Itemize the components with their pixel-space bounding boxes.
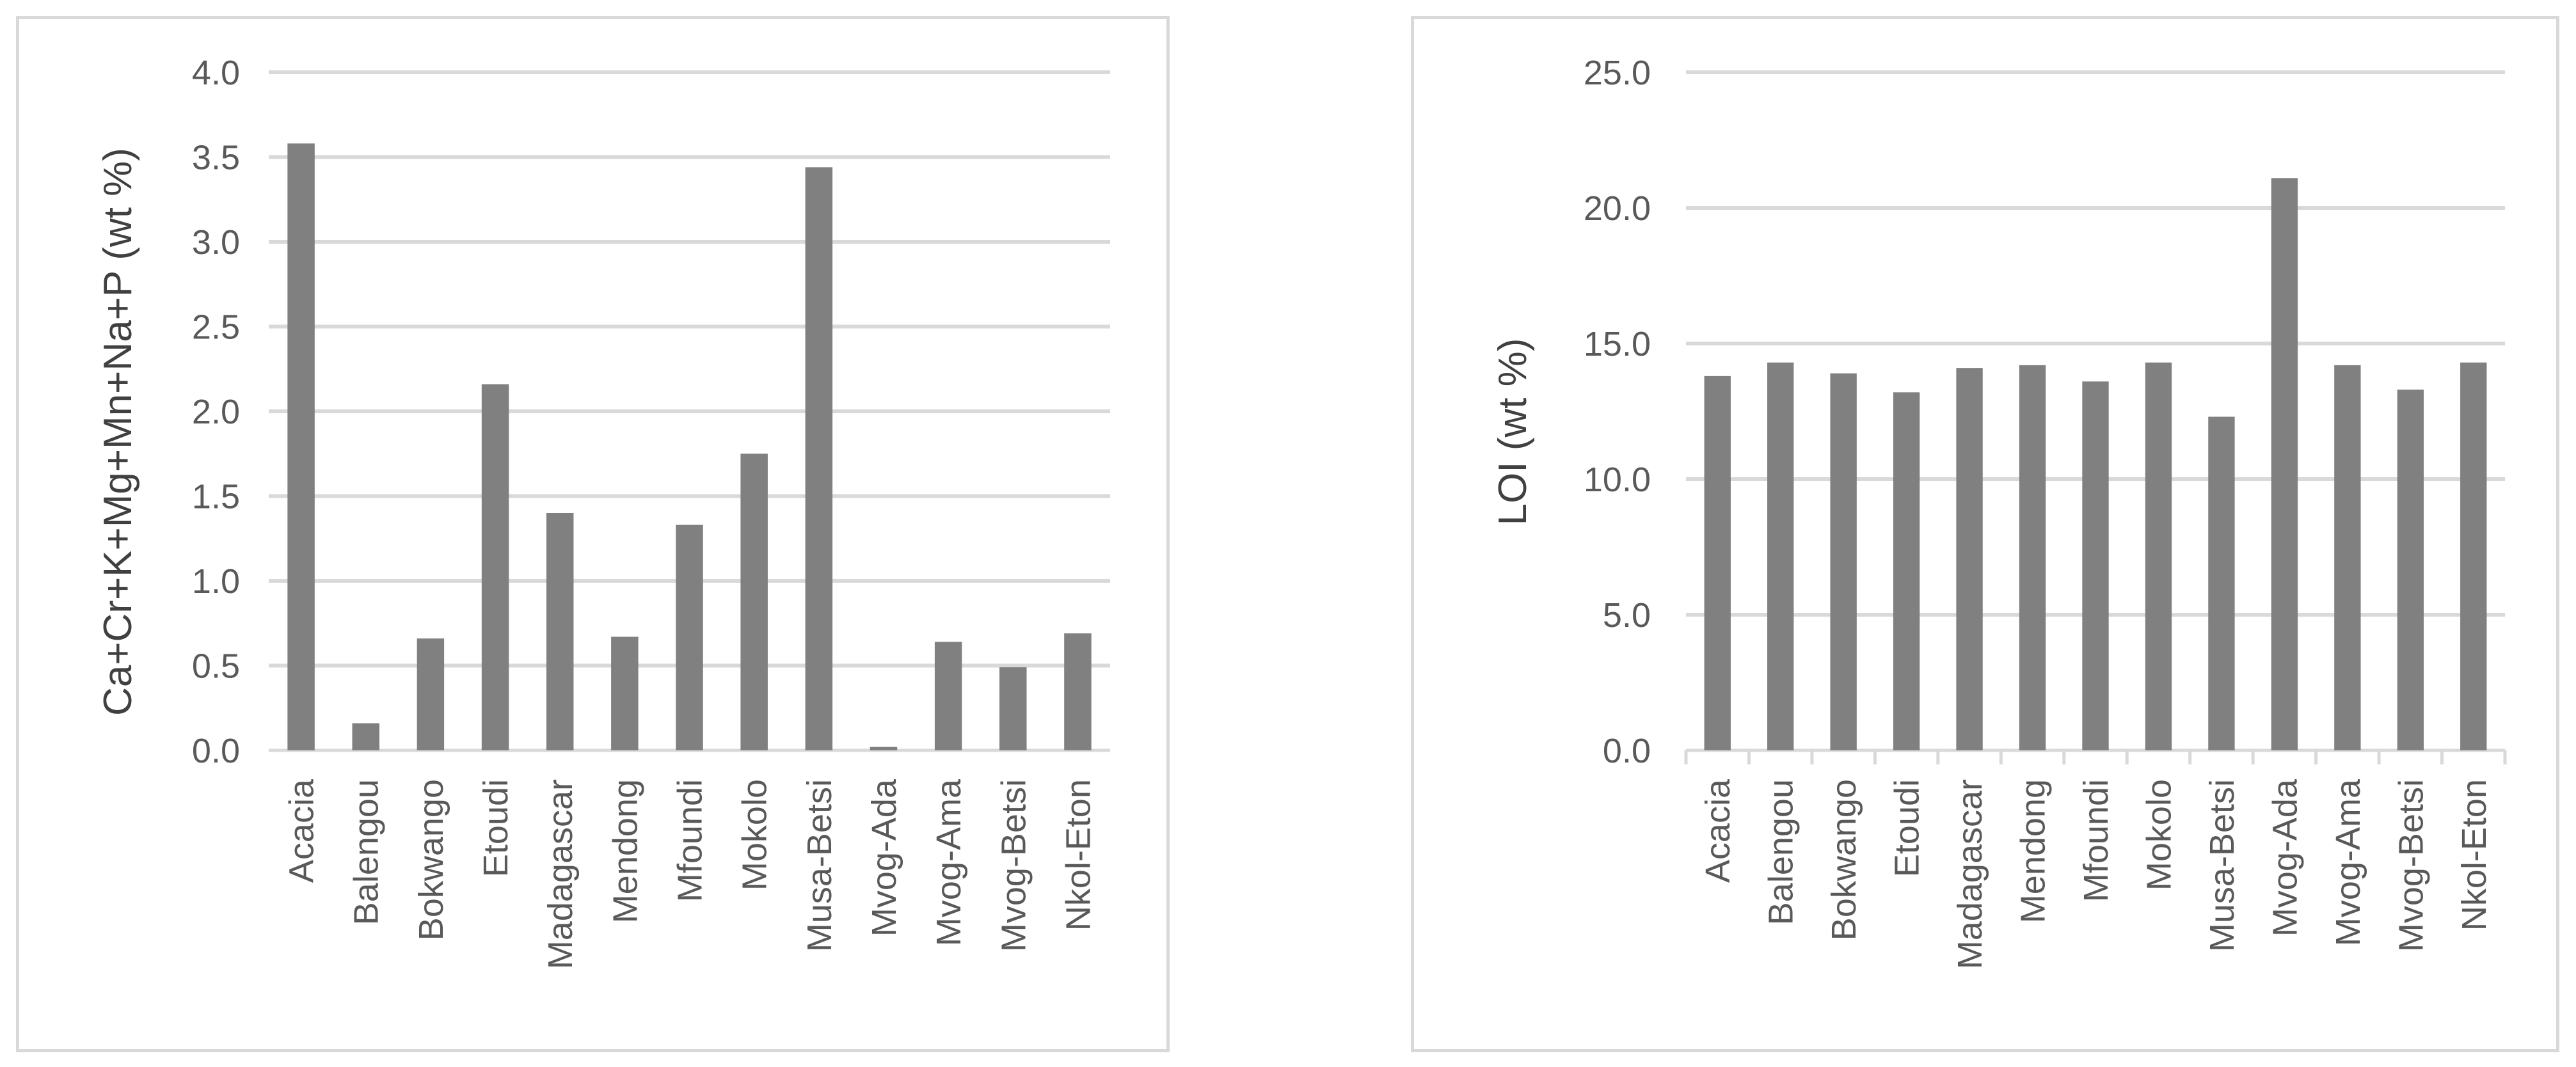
y-tick-label: 15.0 <box>1584 325 1651 363</box>
x-tick-label: Madagascar <box>541 779 580 969</box>
y-tick-label: 5.0 <box>1603 596 1651 635</box>
bar <box>934 642 962 750</box>
y-tick-label: 4.0 <box>192 54 240 92</box>
bar <box>2208 416 2235 750</box>
bar <box>1704 375 1731 750</box>
bar <box>2082 381 2109 750</box>
y-tick-label: 2.5 <box>192 308 240 347</box>
bar <box>2460 362 2487 750</box>
bar <box>2019 365 2046 750</box>
y-axis-label-right: LOI (wt %) <box>1491 338 1535 526</box>
x-tick-label: Mendong <box>606 779 644 923</box>
bar <box>1956 368 1983 750</box>
bar <box>740 454 768 750</box>
bar <box>287 143 315 751</box>
bar <box>1767 362 1794 750</box>
bar <box>352 723 379 750</box>
bar <box>2334 365 2361 750</box>
x-tick-label: Nkol-Eton <box>2455 779 2493 931</box>
x-tick-label: Musa-Betsi <box>2203 779 2241 952</box>
bar <box>2397 390 2424 750</box>
y-tick-label: 0.0 <box>1603 732 1651 770</box>
bar <box>2145 362 2172 750</box>
bar <box>676 525 703 750</box>
x-tick-label: Acacia <box>1699 779 1737 883</box>
x-tick-label: Mvog-Betsi <box>994 779 1033 952</box>
bar <box>2271 178 2298 750</box>
chart-panel-right <box>1411 16 2559 1052</box>
x-tick-label: Nkol-Eton <box>1059 779 1097 931</box>
x-tick-label: Mfoundi <box>671 779 710 902</box>
y-tick-label: 0.5 <box>192 647 240 686</box>
bar <box>546 513 574 750</box>
bar <box>1893 392 1920 750</box>
x-tick-label: Madagascar <box>1951 779 1989 969</box>
x-tick-label: Etoudi <box>477 779 515 877</box>
x-tick-label: Etoudi <box>1888 779 1927 877</box>
y-tick-label: 20.0 <box>1584 189 1651 228</box>
x-tick-label: Mvog-Ama <box>2329 779 2367 946</box>
x-tick-label: Musa-Betsi <box>800 779 839 952</box>
bar <box>611 636 639 750</box>
y-tick-label: 25.0 <box>1584 54 1651 92</box>
x-tick-label: Mvog-Betsi <box>2392 779 2430 952</box>
y-tick-label: 3.0 <box>192 223 240 262</box>
x-tick-label: Mfoundi <box>2077 779 2115 902</box>
bar <box>481 384 509 750</box>
y-tick-label: 1.5 <box>192 478 240 516</box>
x-tick-label: Balengou <box>1762 779 1801 925</box>
bar <box>1064 633 1092 750</box>
x-tick-label: Mokolo <box>736 779 774 890</box>
x-tick-label: Mvog-Ada <box>2266 779 2304 937</box>
y-tick-label: 0.0 <box>192 732 240 770</box>
x-tick-label: Acacia <box>283 779 321 883</box>
y-tick-label: 1.0 <box>192 562 240 601</box>
x-tick-label: Mokolo <box>2140 779 2178 890</box>
x-tick-label: Balengou <box>347 779 386 925</box>
chart-panel-left <box>16 16 1170 1052</box>
x-tick-label: Bokwango <box>1825 779 1863 940</box>
x-tick-label: Mendong <box>2014 779 2053 923</box>
bar <box>805 167 833 750</box>
bar <box>1830 373 1857 750</box>
y-axis-label-left: Ca+Cr+K+Mg+Mn+Na+P (wt %) <box>96 148 140 716</box>
x-tick-label: Mvog-Ama <box>930 779 968 946</box>
y-tick-label: 2.0 <box>192 393 240 431</box>
bar <box>870 747 898 750</box>
y-tick-label: 3.5 <box>192 139 240 177</box>
y-tick-label: 10.0 <box>1584 461 1651 499</box>
bar <box>999 667 1027 750</box>
x-tick-label: Mvog-Ada <box>865 779 903 937</box>
x-tick-label: Bokwango <box>412 779 450 940</box>
bar <box>417 638 445 750</box>
